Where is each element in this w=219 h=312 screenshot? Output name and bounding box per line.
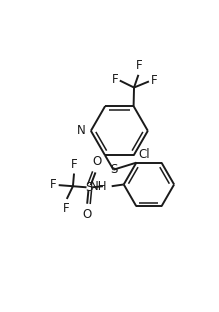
Text: F: F [63, 202, 69, 215]
Text: F: F [111, 73, 118, 86]
Text: S: S [110, 163, 117, 176]
Text: N: N [77, 124, 86, 137]
Text: F: F [71, 158, 78, 171]
Text: Cl: Cl [138, 148, 150, 161]
Text: F: F [50, 178, 57, 191]
Text: O: O [92, 155, 101, 168]
Text: F: F [136, 59, 143, 72]
Text: NH: NH [90, 180, 107, 193]
Text: S: S [86, 181, 93, 194]
Text: F: F [151, 74, 157, 87]
Text: O: O [82, 208, 91, 221]
